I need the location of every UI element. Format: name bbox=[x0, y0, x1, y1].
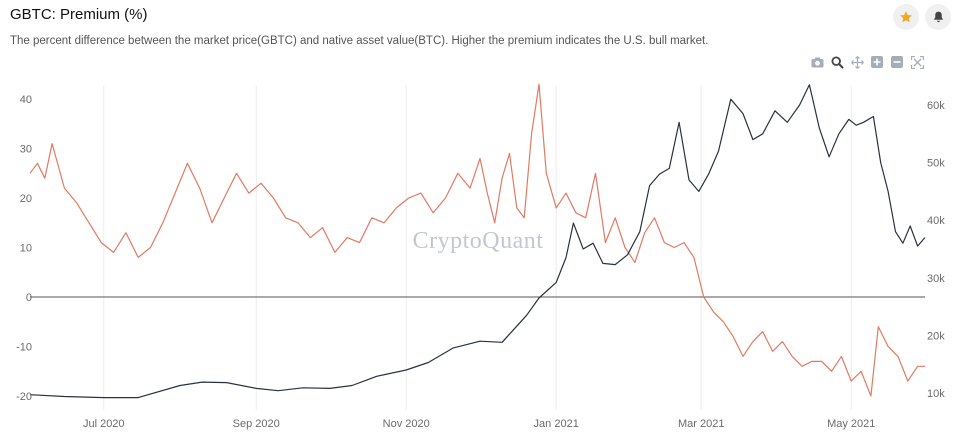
y-left-tick-label: -20 bbox=[16, 391, 32, 403]
btc-price-line bbox=[29, 84, 926, 399]
y-right-tick-label: 10k bbox=[927, 388, 945, 400]
zoom-out-icon[interactable] bbox=[888, 54, 906, 70]
pan-icon[interactable] bbox=[848, 54, 866, 70]
y-right-tick-label: 40k bbox=[927, 215, 945, 227]
y-axis-right: 60k 50k 40k 30k 20k 10k bbox=[927, 100, 945, 400]
y-right-tick-label: 50k bbox=[927, 158, 945, 170]
x-axis: Jul 2020 Sep 2020 Nov 2020 Jan 2021 Mar 2021… bbox=[83, 418, 875, 430]
camera-icon[interactable] bbox=[808, 54, 826, 70]
x-tick-label: Mar 2021 bbox=[678, 418, 724, 430]
chart-modebar bbox=[808, 54, 926, 70]
zoom-icon[interactable] bbox=[828, 54, 846, 70]
x-tick-label: Nov 2020 bbox=[383, 418, 430, 430]
y-axis-left: 40 30 20 10 0 -10 -20 bbox=[16, 94, 32, 403]
chart-title: GBTC: Premium (%) bbox=[10, 6, 148, 23]
x-tick-label: Sep 2020 bbox=[233, 418, 280, 430]
y-left-tick-label: 30 bbox=[20, 144, 32, 156]
autoscale-icon[interactable] bbox=[908, 54, 926, 70]
chart-subtitle: The percent difference between the marke… bbox=[10, 35, 709, 47]
y-left-tick-label: 40 bbox=[20, 94, 32, 106]
alert-button[interactable] bbox=[925, 4, 951, 30]
y-right-tick-label: 30k bbox=[927, 273, 945, 285]
star-icon bbox=[900, 11, 912, 23]
favorite-button[interactable] bbox=[893, 4, 919, 30]
y-left-tick-label: 0 bbox=[26, 292, 32, 304]
series-lines bbox=[29, 83, 926, 399]
y-right-tick-label: 20k bbox=[927, 330, 945, 342]
zoom-in-icon[interactable] bbox=[868, 54, 886, 70]
watermark: CryptoQuant bbox=[413, 228, 544, 254]
y-right-tick-label: 60k bbox=[927, 100, 945, 112]
x-tick-label: May 2021 bbox=[827, 418, 875, 430]
bell-icon bbox=[933, 11, 943, 23]
y-left-tick-label: 20 bbox=[20, 193, 32, 205]
x-tick-label: Jul 2020 bbox=[83, 418, 125, 430]
vertical-gridlines bbox=[103, 85, 852, 410]
premium-line bbox=[29, 83, 925, 397]
x-tick-label: Jan 2021 bbox=[534, 418, 579, 430]
y-left-tick-label: 10 bbox=[20, 243, 32, 255]
y-left-tick-label: -10 bbox=[16, 342, 32, 354]
